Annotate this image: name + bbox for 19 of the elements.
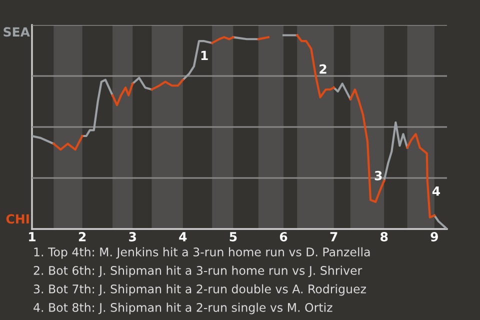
- text: 2. Bot 6th: J. Shipman hit a 3-run home run vs J. Shriver: [34, 266, 362, 278]
- text: CHI: [6, 214, 29, 224]
- text: 3. Bot 7th: J. Shipman hit a 2-run double vs A. Rodriguez: [34, 284, 366, 296]
- text: 4. Bot 8th: J. Shipman hit a 2-run single vs M. Ortiz: [34, 302, 332, 314]
- x-tick-label: 8: [380, 232, 388, 242]
- x-tick-label: 2: [78, 232, 86, 242]
- x-tick-label: 9: [430, 232, 438, 242]
- annotation: 3: [374, 170, 382, 180]
- annotation: 1: [201, 50, 208, 60]
- x-tick-label: 5: [230, 232, 237, 242]
- x-tick-label: 3: [129, 232, 136, 242]
- x-tick-label: 6: [280, 232, 288, 242]
- annotation: 2: [320, 64, 326, 74]
- annotation: 4: [432, 186, 440, 196]
- x-tick-label: 4: [179, 232, 187, 242]
- x-tick-label: 7: [330, 232, 338, 242]
- text: SEA: [4, 27, 30, 37]
- x-tick-label: 1: [29, 232, 36, 242]
- text: 1. Top 4th: M. Jenkins hit a 3-run home run vs D. Panzella: [34, 247, 370, 259]
